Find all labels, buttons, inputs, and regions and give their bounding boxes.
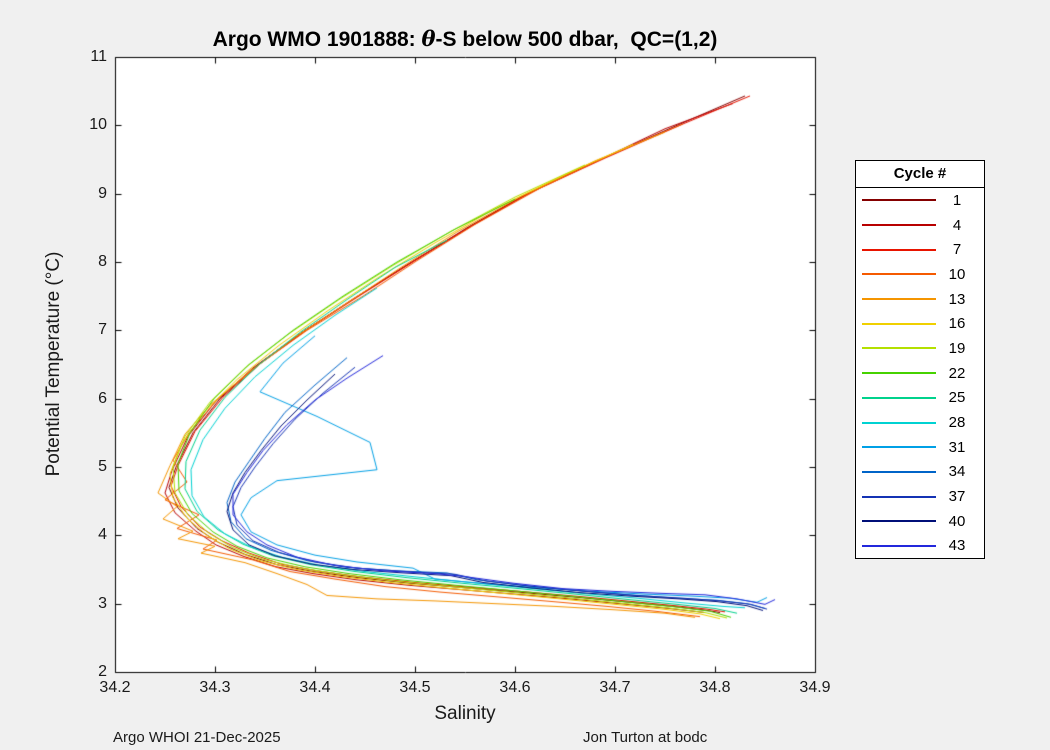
x-tick-label: 34.9 [799, 679, 831, 696]
legend-entry-label: 31 [948, 438, 966, 456]
legend-entry: 10 [856, 262, 984, 287]
legend-entry-label: 28 [948, 414, 966, 432]
legend-line-sample [862, 520, 936, 523]
legend-entry-label: 34 [948, 463, 966, 481]
legend-line-sample [862, 421, 936, 424]
footer-right-text: Jon Turton at bodc [583, 729, 708, 746]
x-tick-label: 34.5 [399, 679, 431, 696]
legend-entry-label: 37 [948, 488, 966, 506]
legend-entry: 37 [856, 484, 984, 509]
legend-line-sample [862, 470, 936, 473]
legend-entry-label: 10 [948, 265, 966, 283]
legend-entry-label: 7 [952, 241, 962, 259]
legend-entry: 19 [856, 336, 984, 361]
y-tick-label: 8 [98, 253, 107, 270]
chart-title: Argo WMO 1901888: θ-S below 500 dbar, QC… [115, 26, 815, 52]
legend-entry: 22 [856, 361, 984, 386]
legend-line-sample [862, 446, 936, 449]
y-tick-label: 5 [98, 458, 107, 475]
y-tick-label: 4 [98, 526, 107, 544]
chart-title-prefix: Argo WMO 1901888: [212, 28, 422, 51]
legend-entry: 4 [856, 213, 984, 238]
y-tick-label: 10 [89, 116, 107, 134]
legend-entry: 1 [856, 188, 984, 213]
x-tick-label: 34.3 [199, 679, 231, 696]
x-tick-label: 34.6 [499, 679, 531, 696]
legend-line-sample [862, 372, 936, 375]
x-tick-label: 34.7 [599, 679, 631, 696]
x-tick-label: 34.4 [299, 679, 331, 696]
x-axis-label: Salinity [434, 703, 496, 724]
legend-line-sample [862, 273, 936, 276]
legend-entry: 34 [856, 460, 984, 485]
legend-entry-label: 4 [952, 216, 962, 234]
legend-entry-label: 22 [948, 364, 966, 382]
chart-title-suffix: -S below 500 dbar, QC=(1,2) [435, 28, 718, 51]
legend-line-sample [862, 495, 936, 498]
legend-entry: 7 [856, 237, 984, 262]
legend-title: Cycle # [856, 161, 984, 188]
legend-entry-label: 25 [948, 389, 966, 407]
footer-left-text: Argo WHOI 21-Dec-2025 [113, 729, 281, 746]
y-tick-label: 2 [98, 663, 107, 680]
legend-entry: 40 [856, 509, 984, 534]
legend-line-sample [862, 544, 936, 547]
y-tick-label: 11 [90, 48, 107, 65]
legend-line-sample [862, 347, 936, 350]
legend-line-sample [862, 199, 936, 202]
y-tick-label: 3 [98, 594, 107, 612]
theta-symbol: θ [421, 26, 436, 51]
legend-entry: 25 [856, 386, 984, 411]
y-axis-label: Potential Temperature (°C) [43, 251, 64, 477]
x-tick-label: 34.2 [99, 679, 131, 696]
x-tick-label: 34.8 [699, 679, 731, 696]
legend: Cycle # 1 4 7 10 13 16 19 22 25 28 31 34 37 40 43 [855, 160, 985, 560]
legend-entry-label: 13 [948, 290, 966, 308]
legend-entry-label: 19 [948, 339, 966, 357]
legend-entry: 16 [856, 311, 984, 336]
legend-entry: 43 [856, 534, 984, 559]
legend-line-sample [862, 298, 936, 301]
y-tick-label: 6 [98, 389, 107, 407]
legend-line-sample [862, 322, 936, 325]
legend-entries: 1 4 7 10 13 16 19 22 25 28 31 34 37 40 43 [856, 188, 984, 558]
legend-entry: 31 [856, 435, 984, 460]
legend-line-sample [862, 396, 936, 399]
legend-entry-label: 16 [948, 315, 966, 333]
legend-entry: 28 [856, 410, 984, 435]
legend-entry-label: 40 [948, 512, 966, 530]
legend-entry: 13 [856, 287, 984, 312]
legend-entry-label: 43 [948, 537, 966, 555]
y-tick-label: 7 [98, 321, 107, 339]
y-tick-label: 9 [98, 184, 107, 202]
legend-line-sample [862, 224, 936, 227]
legend-line-sample [862, 248, 936, 251]
legend-entry-label: 1 [952, 191, 962, 209]
